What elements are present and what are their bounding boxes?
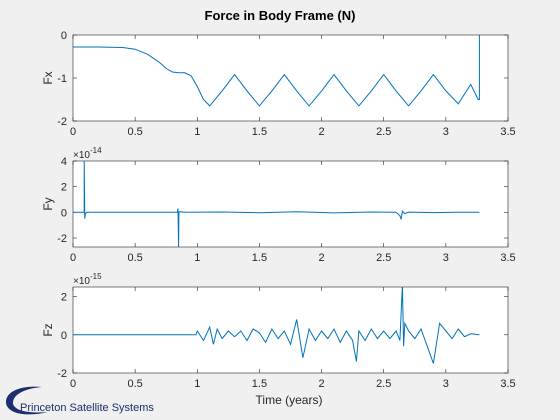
subplots: 0 0.5 1 1.5 2 2.5 3 3.5 -2 -1 0 Fx 0 0.5 1 1.5 2 2.5 3 3.5 -… — [41, 30, 516, 390]
x-tick-label: 1.5 — [252, 126, 267, 138]
logo: Princeton Satellite Systems — [6, 386, 154, 415]
orbit-swoosh-icon — [6, 386, 48, 415]
x-tick-label: 2 — [319, 252, 325, 264]
y-exponent-label: ×10-15 — [73, 272, 102, 287]
x-tick-label: 2.5 — [376, 252, 391, 264]
y-axis-label: Fx — [41, 71, 55, 84]
y-tick-label: -2 — [57, 116, 67, 128]
y-tick-label: 0 — [61, 30, 67, 42]
series-line-fy — [73, 161, 480, 247]
y-exponent-label: ×10-14 — [73, 146, 102, 161]
x-tick-label: 2 — [319, 378, 325, 390]
x-tick-label: 3.5 — [500, 252, 515, 264]
y-tick-label: -1 — [57, 73, 67, 85]
x-tick-label: 1 — [194, 378, 200, 390]
x-tick-label: 2 — [319, 126, 325, 138]
x-tick-label: 0 — [70, 252, 76, 264]
subplot-fx: 0 0.5 1 1.5 2 2.5 3 3.5 -2 -1 0 Fx — [41, 30, 516, 138]
y-tick-label: 4 — [61, 156, 67, 168]
x-tick-label: 1 — [194, 126, 200, 138]
x-axis-label: Time (years) — [256, 393, 323, 407]
y-axis-label: Fz — [41, 323, 55, 336]
x-tick-label: 0 — [70, 126, 76, 138]
x-tick-label: 2.5 — [376, 126, 391, 138]
x-tick-label: 3 — [443, 378, 449, 390]
x-tick-label: 2.5 — [376, 378, 391, 390]
x-tick-label: 1.5 — [252, 252, 267, 264]
axes-background — [73, 287, 508, 373]
x-tick-label: 1 — [194, 252, 200, 264]
x-tick-label: 3.5 — [500, 378, 515, 390]
axes-frame — [72, 286, 509, 374]
y-tick-label: 0 — [61, 207, 67, 219]
chart-title: Force in Body Frame (N) — [205, 8, 356, 23]
axes-frame — [72, 160, 509, 248]
x-tick-label: 0.5 — [127, 378, 142, 390]
x-tick-label: 1.5 — [252, 378, 267, 390]
x-tick-label: 3.5 — [500, 126, 515, 138]
y-tick-label: 2 — [61, 292, 67, 304]
axes-background — [73, 35, 508, 121]
y-axis-label: Fy — [41, 197, 55, 210]
x-tick-label: 0 — [70, 378, 76, 390]
x-tick-label: 3 — [443, 126, 449, 138]
y-tick-label: -2 — [57, 368, 67, 380]
logo-text: Princeton Satellite Systems — [20, 402, 154, 414]
y-tick-label: 2 — [61, 182, 67, 194]
series-line-fz — [73, 287, 480, 364]
axes-frame — [72, 34, 509, 122]
x-tick-label: 0.5 — [127, 126, 142, 138]
x-tick-label: 3 — [443, 252, 449, 264]
axes-background — [73, 161, 508, 247]
y-tick-label: 0 — [61, 330, 67, 342]
series-line-fx — [73, 35, 480, 107]
x-tick-label: 0.5 — [127, 252, 142, 264]
y-tick-label: -2 — [57, 233, 67, 245]
